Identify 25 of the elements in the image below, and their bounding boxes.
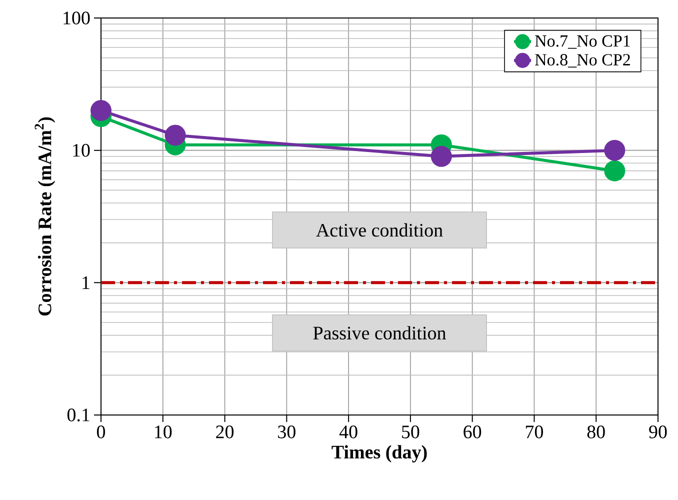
x-axis-title: Times (day)	[332, 445, 427, 462]
point	[604, 140, 626, 161]
y-tick-label: 0.1	[67, 408, 90, 422]
y-tick-label: 100	[64, 12, 90, 24]
point	[604, 160, 626, 182]
x-tick-label: 30	[278, 426, 296, 438]
x-tick-label: 0	[96, 426, 106, 438]
annotation: Passive condition	[313, 326, 446, 340]
x-tick-label: 20	[216, 426, 234, 438]
legend-label: No.7_No CP1	[535, 35, 630, 49]
point	[164, 124, 186, 146]
x-tick-label: 70	[526, 426, 543, 438]
y-axis-title: Corrosion Rate (mA/m$^{2}$)	[34, 117, 56, 316]
x-tick-label: 50	[402, 426, 420, 438]
legend-label: No.8_No CP2	[535, 54, 630, 68]
x-tick-label: 40	[339, 426, 358, 438]
y-tick-label: 10	[73, 144, 90, 157]
y-tick-label: 1	[82, 276, 90, 289]
point	[90, 100, 112, 122]
x-tick-label: 80	[587, 426, 605, 438]
x-tick-label: 60	[464, 426, 482, 438]
point	[430, 146, 452, 167]
x-tick-label: 90	[649, 426, 667, 438]
annotation: Active condition	[316, 223, 443, 237]
x-tick-label: 10	[155, 426, 172, 438]
